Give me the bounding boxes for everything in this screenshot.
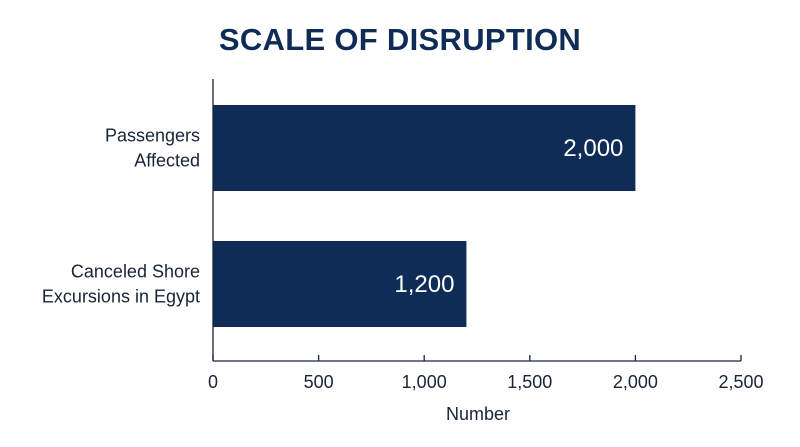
category-label-line: Canceled Shore (71, 262, 200, 282)
bars-group: 2,000 1,200 (213, 105, 636, 327)
x-axis: 0 500 1,000 1,500 2,000 2,500 (208, 355, 764, 392)
x-tick-label-5: 2,500 (718, 372, 763, 392)
data-label-1: 1,200 (394, 271, 454, 298)
bar-1 (213, 241, 467, 327)
category-label-line: Affected (134, 151, 200, 171)
category-label-0: Passengers Affected (105, 126, 200, 171)
x-tick-label-0: 0 (208, 372, 218, 392)
x-axis-title: Number (446, 404, 510, 424)
x-tick-label-2: 1,000 (402, 372, 447, 392)
x-tick-label-1: 500 (304, 372, 334, 392)
data-label-0: 2,000 (563, 135, 623, 162)
x-tick-label-4: 2,000 (613, 372, 658, 392)
category-label-line: Excursions in Egypt (42, 287, 200, 307)
x-tick-label-3: 1,500 (507, 372, 552, 392)
category-labels: Passengers Affected Canceled Shore Excursio… (42, 126, 200, 307)
category-label-line: Passengers (105, 126, 200, 146)
category-label-1: Canceled Shore Excursions in Egypt (42, 262, 200, 307)
chart-title: SCALE OF DISRUPTION (218, 22, 582, 57)
bar-0 (213, 105, 636, 191)
